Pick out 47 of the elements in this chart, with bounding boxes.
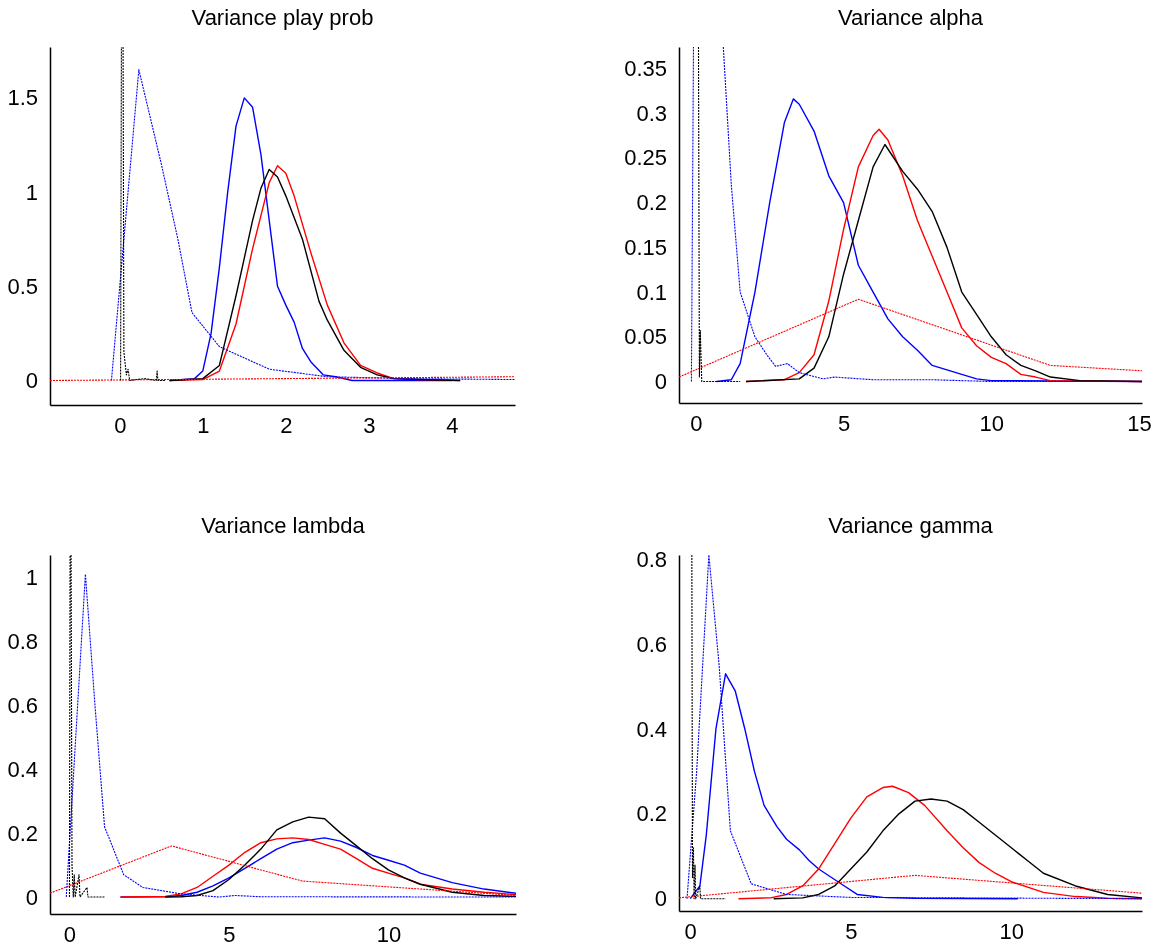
y-tick-label: 0.4 <box>636 716 667 742</box>
x-tick-label: 0 <box>114 412 127 438</box>
chart-title: Variance gamma <box>828 513 994 538</box>
y-tick-label: 0.5 <box>7 273 38 299</box>
line-series <box>110 69 515 382</box>
y-tick-label: 0.6 <box>636 631 667 657</box>
x-tick-label: 4 <box>446 412 459 438</box>
line-series <box>686 554 1142 900</box>
chart-title: Variance lambda <box>201 513 366 538</box>
x-tick-label: 0 <box>684 918 697 944</box>
y-tick-label: 0.8 <box>7 628 38 654</box>
x-tick-label: 10 <box>376 921 402 947</box>
x-tick-label: 5 <box>223 921 236 947</box>
y-tick-label: 0.3 <box>636 100 667 126</box>
x-tick-label: 2 <box>280 412 293 438</box>
y-tick-label: 1 <box>25 564 38 590</box>
x-tick-label: 5 <box>845 918 858 944</box>
y-tick-label: 0.1 <box>636 279 667 305</box>
y-tick-label: 0.4 <box>7 756 38 782</box>
y-tick-label: 0.2 <box>636 190 667 216</box>
y-tick-label: 1.5 <box>7 85 38 111</box>
line-series <box>773 798 1142 900</box>
y-tick-label: 0.6 <box>7 692 38 718</box>
y-tick-label: 0.25 <box>624 145 667 171</box>
x-tick-label: 1 <box>197 412 210 438</box>
x-tick-label: 0 <box>63 921 77 947</box>
x-tick-label: 15 <box>1127 410 1152 436</box>
y-tick-label: 0.15 <box>624 234 667 260</box>
y-tick-label: 0 <box>654 369 667 395</box>
y-tick-label: 0.35 <box>624 56 667 82</box>
y-tick-label: 0 <box>25 368 38 394</box>
y-tick-label: 1 <box>25 179 38 205</box>
x-tick-label: 10 <box>979 410 1005 436</box>
chart-title: Variance play prob <box>191 5 374 30</box>
y-tick-label: 0 <box>654 886 667 912</box>
y-tick-label: 0.2 <box>7 820 38 846</box>
y-tick-label: 0.05 <box>624 324 667 350</box>
line-series <box>164 816 516 898</box>
x-tick-label: 0 <box>690 410 703 436</box>
y-tick-label: 0.8 <box>636 546 667 572</box>
x-tick-label: 10 <box>999 918 1025 944</box>
y-tick-label: 0 <box>25 884 38 910</box>
x-tick-label: 3 <box>363 412 376 438</box>
x-tick-label: 5 <box>837 410 851 436</box>
y-tick-label: 0.2 <box>636 801 667 827</box>
line-series <box>65 573 516 898</box>
chart-title: Variance alpha <box>837 5 984 30</box>
